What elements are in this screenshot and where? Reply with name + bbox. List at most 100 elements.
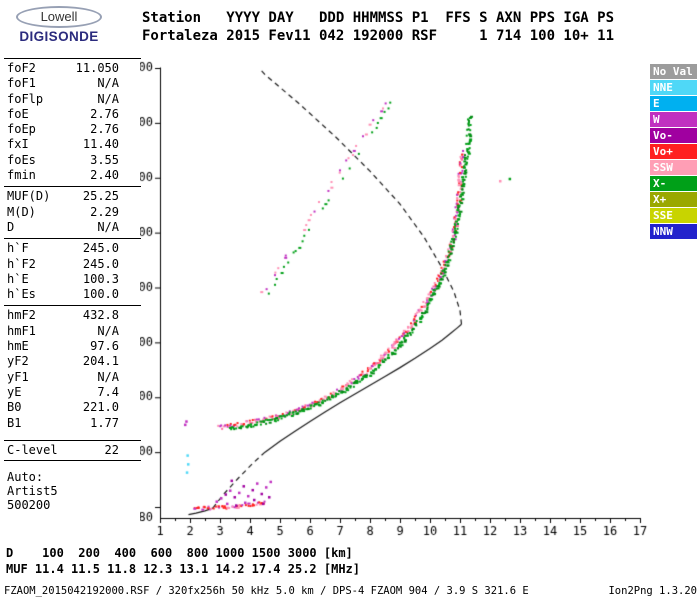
param-label: h`F <box>7 241 29 256</box>
param-footer-line: Artist5 <box>7 484 58 499</box>
param-row: foE 2.76 <box>4 107 141 122</box>
param-value: 1.77 <box>90 415 119 430</box>
param-group: foF2 11.050 foF1 N/A foFlp N/A foE 2.76 foEp 2.76… <box>4 58 141 186</box>
param-label: M(D) <box>7 204 36 219</box>
param-row: foFlp N/A <box>4 92 141 107</box>
param-label: foF2 <box>7 61 36 75</box>
param-value: 3.55 <box>90 152 119 167</box>
param-value: 2.29 <box>90 204 119 219</box>
param-row: fmin 2.40 <box>4 168 141 183</box>
param-value: 245.0 <box>82 256 119 271</box>
param-row: h`F2 245.0 <box>4 257 141 272</box>
param-row: fxI 11.40 <box>4 137 141 152</box>
param-footer: Auto: Artist5 500200 <box>4 470 141 512</box>
param-value: 11.050 <box>75 61 119 75</box>
parameter-panel: foF2 11.050 foF1 N/A foFlp N/A foE 2.76 foEp 2.76… <box>4 58 141 512</box>
param-label: yF2 <box>7 354 29 369</box>
param-row: C-level 22 <box>4 443 141 458</box>
param-label: D <box>7 219 15 234</box>
legend-item: E <box>650 96 697 111</box>
param-row: foEp 2.76 <box>4 122 141 137</box>
param-value: 221.0 <box>82 400 119 415</box>
param-value: N/A <box>97 219 119 234</box>
status-file-info: FZAOM_2015042192000.RSF / 320fx256h 50 k… <box>4 585 529 597</box>
station-header-row2: Fortaleza 2015 Fev11 042 192000 RSF 1 71… <box>142 28 615 44</box>
param-label: B0 <box>7 400 22 415</box>
param-group: h`F 245.0 h`F2 245.0 h`E 100.3 h`Es 100.0 <box>4 238 141 305</box>
param-value: N/A <box>97 323 119 338</box>
param-label: C-level <box>7 442 58 457</box>
param-row: h`Es 100.0 <box>4 287 141 302</box>
param-value: 2.40 <box>90 168 119 183</box>
param-value: 22 <box>104 442 119 457</box>
param-value: 25.25 <box>82 189 119 204</box>
status-bar: FZAOM_2015042192000.RSF / 320fx256h 50 k… <box>4 585 697 597</box>
digisonde-logo: Lowell DIGISONDE <box>8 6 110 44</box>
param-row: yE 7.4 <box>4 385 141 400</box>
station-header-row1: Station YYYY DAY DDD HHMMSS P1 FFS S AXN… <box>142 10 615 26</box>
param-label: hmF2 <box>7 308 36 323</box>
logo-lowell-text: Lowell <box>16 6 102 28</box>
param-row: hmF1 N/A <box>4 324 141 339</box>
legend-item: W <box>650 112 697 127</box>
param-row: foEs 3.55 <box>4 153 141 168</box>
ionogram-plot <box>140 55 660 540</box>
param-row: yF1 N/A <box>4 370 141 385</box>
param-row: hmE 97.6 <box>4 339 141 354</box>
param-label: B1 <box>7 415 22 430</box>
legend-item: Vo+ <box>650 144 697 159</box>
param-footer-line: Auto: <box>7 470 44 485</box>
param-value: 2.76 <box>90 106 119 121</box>
legend-item: SSE <box>650 208 697 223</box>
param-value: 204.1 <box>82 354 119 369</box>
param-row: M(D) 2.29 <box>4 205 141 220</box>
param-value: 2.76 <box>90 122 119 137</box>
param-row: D N/A <box>4 220 141 235</box>
param-group: MUF(D) 25.25 M(D) 2.29 D N/A <box>4 186 141 238</box>
legend-item: No Val <box>650 64 697 79</box>
direction-legend: No Val NNE E W Vo- Vo+ SSW X- X+ SSE NNW <box>650 64 697 240</box>
legend-item: X- <box>650 176 697 191</box>
logo-digisonde-text: DIGISONDE <box>19 29 99 44</box>
param-label: fxI <box>7 137 29 152</box>
param-label: foE <box>7 106 29 121</box>
param-label: hmF1 <box>7 323 36 338</box>
param-label: h`E <box>7 271 29 286</box>
legend-item: NNE <box>650 80 697 95</box>
distance-muf-table: D 100 200 400 600 800 1000 1500 3000 [km… <box>6 545 360 577</box>
param-value: 100.3 <box>82 271 119 286</box>
param-label: foFlp <box>7 91 44 106</box>
param-label: foEs <box>7 152 36 167</box>
param-group: C-level 22 <box>4 439 141 462</box>
station-header: Station YYYY DAY DDD HHMMSS P1 FFS S AXN… <box>142 9 614 45</box>
param-value: N/A <box>97 91 119 106</box>
param-label: yE <box>7 384 22 399</box>
param-value: 432.8 <box>82 308 119 323</box>
param-row: foF2 11.050 <box>4 61 141 76</box>
param-label: foF1 <box>7 76 36 91</box>
param-label: h`F2 <box>7 256 36 271</box>
param-row: MUF(D) 25.25 <box>4 189 141 204</box>
param-label: foEp <box>7 122 36 137</box>
param-label: fmin <box>7 168 36 183</box>
param-row: foF1 N/A <box>4 76 141 91</box>
param-value: N/A <box>97 369 119 384</box>
legend-item: NNW <box>650 224 697 239</box>
distance-row: D 100 200 400 600 800 1000 1500 3000 [km… <box>6 546 353 560</box>
param-row: h`E 100.3 <box>4 272 141 287</box>
param-label: hmE <box>7 339 29 354</box>
param-value: 100.0 <box>82 287 119 302</box>
param-label: MUF(D) <box>7 189 51 204</box>
param-value: 97.6 <box>90 339 119 354</box>
param-row: B0 221.0 <box>4 400 141 415</box>
status-version: Ion2Png 1.3.20 <box>608 585 697 597</box>
param-group: hmF2 432.8 hmF1 N/A hmE 97.6 yF2 204.1 yF1 N/A yE 7… <box>4 305 141 433</box>
param-row: h`F 245.0 <box>4 241 141 256</box>
param-footer-line: 500200 <box>7 498 51 513</box>
legend-item: Vo- <box>650 128 697 143</box>
legend-item: SSW <box>650 160 697 175</box>
param-label: yF1 <box>7 369 29 384</box>
param-value: 245.0 <box>82 241 119 256</box>
param-value: 7.4 <box>97 384 119 399</box>
